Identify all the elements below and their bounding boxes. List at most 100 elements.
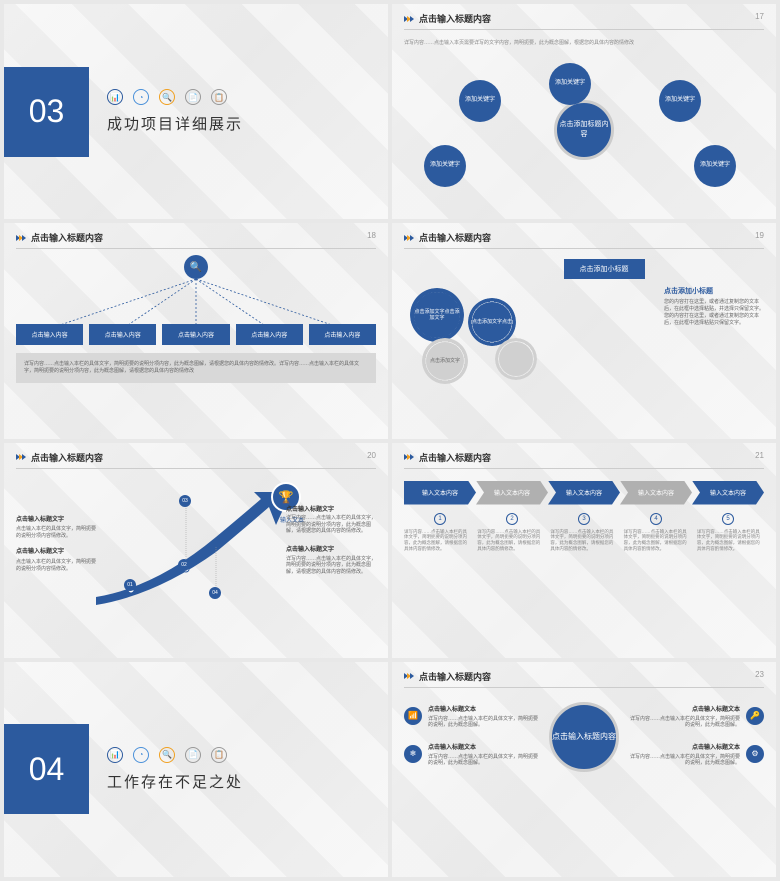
slide-21: 21 点击输入标题内容 输入文本内容输入文本内容输入文本内容输入文本内容输入文本… <box>392 443 776 658</box>
chevron-icon <box>16 235 25 241</box>
item-icon: ❄ <box>404 745 422 763</box>
chevron-icon <box>404 16 413 22</box>
item-icon: ⚙ <box>746 745 764 763</box>
page-number: 20 <box>367 451 376 460</box>
section-icons: 📊 ◔ 🔍 📄 📋 <box>107 747 370 763</box>
slide-23: 23 点击输入标题内容 📶点击输入标题文本详写内容……点击输入本栏的具体文字，简… <box>392 662 776 877</box>
note-text: 详写内容……点击输入本页需要详写的文字内容，简明扼要，此为概念图解，根据您的具体… <box>392 36 776 51</box>
mindmap-center: 点击添加标题内容 <box>554 100 614 160</box>
mindmap-node: 添加关键字 <box>694 145 736 187</box>
step-desc: 详写内容……点击输入本栏的具体文字，简明扼要的说明分项内容，此为概念图解，请根据… <box>697 529 764 552</box>
gear-diagram: 点击添加文字点击添加文字点击添加文字点击添加文字点击 <box>404 287 654 387</box>
header-text: 点击输入标题内容 <box>419 12 491 25</box>
section-icons: 📊◔🔍📄📋 <box>107 89 370 105</box>
step-number: 4 <box>650 513 662 525</box>
text-item: 点击输入标题文字详写内容……点击输入本栏的具体文字，简明扼要的说明分项内容，此为… <box>286 547 376 575</box>
slide-section-04: 04 📊 ◔ 🔍 📄 📋 工作存在不足之处 <box>4 662 388 877</box>
section-icon: 🔍 <box>159 89 175 105</box>
step-desc: 详写内容……点击输入本栏的具体文字，简明扼要的说明分项内容，此为概念图解，请根据… <box>477 529 544 552</box>
slide-header: 点击输入标题内容 <box>392 4 776 29</box>
mindmap-node: 添加关键字 <box>659 80 701 122</box>
dot-01: 01 <box>124 579 136 591</box>
slide-header: 点击输入标题内容 <box>4 223 388 248</box>
step-desc: 详写内容……点击输入本栏的具体文字，简明扼要的说明分项内容，此为概念图解，请根据… <box>550 529 617 552</box>
section-title: 工作存在不足之处 <box>107 771 370 792</box>
section-number: 04 <box>4 724 89 814</box>
radial-layout: 📶点击输入标题文本详写内容……点击输入本栏的具体文字，简明扼要的说明，此为概念图… <box>392 694 776 780</box>
gear-node: 点击添加文字点击添加文字 <box>414 292 460 338</box>
right-title: 点击添加小标题 <box>664 287 764 297</box>
page-number: 17 <box>755 12 764 21</box>
item-icon: 📶 <box>404 707 422 725</box>
text-row: 详写内容……点击输入本栏的具体文字，简明扼要的说明分项内容，此为概念图解，请根据… <box>404 529 764 552</box>
dot-04: 04 <box>209 587 221 599</box>
step-number: 5 <box>722 513 734 525</box>
section-icon: 📄 <box>185 89 201 105</box>
header-text: 点击输入标题内容 <box>419 231 491 244</box>
search-icon: 🔍 <box>184 255 208 279</box>
text-item: 点击输入标题文字详写内容……点击输入本栏的具体文字，简明扼要的说明分项内容，此为… <box>286 507 376 535</box>
slide-19: 19 点击输入标题内容 点击添加小标题 点击添加文字点击添加文字点击添加文字点击… <box>392 223 776 438</box>
header-text: 点击输入标题内容 <box>31 231 103 244</box>
gear-node: 点击添加文字 <box>426 342 464 380</box>
section-number: 03 <box>4 67 89 157</box>
gear-node: 点击添加文字点击 <box>472 302 512 342</box>
step-number: 3 <box>578 513 590 525</box>
step-desc: 详写内容……点击输入本栏的具体文字，简明扼要的说明分项内容，此为概念图解，请根据… <box>624 529 691 552</box>
right-body: 您的内容打在这里，或者通过复制您的文本后，在此框中选择粘贴，并选择只保留文字。 … <box>664 299 764 327</box>
description: 详写内容……点击输入本栏的具体文字，简明扼要的说明分项内容，此为概念图解，请根据… <box>16 353 376 383</box>
radial-item: 📶点击输入标题文本详写内容……点击输入本栏的具体文字，简明扼要的说明，此为概念图… <box>404 707 541 729</box>
arrow-diagram: 点击输入标题文字点击输入本栏的具体文字，简明扼要的说明分项内容情修改。点击输入标… <box>16 477 376 627</box>
page-number: 19 <box>755 231 764 240</box>
page-number: 21 <box>755 451 764 460</box>
section-icon: 📋 <box>211 747 227 763</box>
slide-section-03: 03 📊◔🔍📄📋 成功项目详细展示 <box>4 4 388 219</box>
gear-node <box>499 342 533 376</box>
right-column: 点击输入标题文字详写内容……点击输入本栏的具体文字，简明扼要的说明分项内容，此为… <box>286 507 376 588</box>
radial-item: ❄点击输入标题文本详写内容……点击输入本栏的具体文字，简明扼要的说明，此为概念图… <box>404 745 541 767</box>
number-row: 1 2 3 4 5 <box>404 513 764 525</box>
chevron-icon <box>404 235 413 241</box>
chevron-step: 输入文本内容 <box>548 481 620 505</box>
slide-header: 点击输入标题内容 <box>392 443 776 468</box>
section-icon: 📊 <box>107 747 123 763</box>
chevron-icon <box>16 454 25 460</box>
chevron-step: 输入文本内容 <box>692 481 764 505</box>
slide-18: 18 点击输入标题内容 🔍 点击输入内容点击输入内容点击输入内容点击输入内容点击… <box>4 223 388 438</box>
header-text: 点击输入标题内容 <box>419 451 491 464</box>
step-number: 1 <box>434 513 446 525</box>
section-icon: 📄 <box>185 747 201 763</box>
slide-header: 点击输入标题内容 <box>392 662 776 687</box>
item-icon: 🔑 <box>746 707 764 725</box>
section-icon: 📊 <box>107 89 123 105</box>
left-column: 点击输入标题文字点击输入本栏的具体文字，简明扼要的说明分项内容情修改。点击输入标… <box>16 517 96 583</box>
right-text: 点击添加小标题 您的内容打在这里，或者通过复制您的文本后，在此框中选择粘贴，并选… <box>664 287 764 387</box>
chevron-step: 输入文本内容 <box>476 481 548 505</box>
slide-20: 20 点击输入标题内容 点击输入标题文字点击输入本栏的具体文字，简明扼要的说明分… <box>4 443 388 658</box>
chevron-row: 输入文本内容输入文本内容输入文本内容输入文本内容输入文本内容 <box>404 481 764 505</box>
step-desc: 详写内容……点击输入本栏的具体文字，简明扼要的说明分项内容，此为概念图解，请根据… <box>404 529 471 552</box>
content-box: 点击输入内容 <box>16 324 83 345</box>
content-box: 点击输入内容 <box>309 324 376 345</box>
mindmap: 点击添加标题内容 添加关键字添加关键字添加关键字添加关键字添加关键字 <box>404 55 764 205</box>
radial-item: ⚙点击输入标题文本详写内容……点击输入本栏的具体文字，简明扼要的说明，此为概念图… <box>627 745 764 767</box>
dot-03: 03 <box>179 495 191 507</box>
dot-02: 02 <box>178 559 190 571</box>
section-icon: ◔ <box>133 89 149 105</box>
text-item: 点击输入标题文字点击输入本栏的具体文字，简明扼要的说明分项内容情修改。 <box>16 549 96 572</box>
mindmap-node: 添加关键字 <box>424 145 466 187</box>
section-icon: ◔ <box>133 747 149 763</box>
step-number: 2 <box>506 513 518 525</box>
section-title: 成功项目详细展示 <box>107 113 370 134</box>
page-number: 23 <box>755 670 764 679</box>
slide-header: 点击输入标题内容 <box>4 443 388 468</box>
slide-17: 17 点击输入标题内容 详写内容……点击输入本页需要详写的文字内容，简明扼要，此… <box>392 4 776 219</box>
chevron-icon <box>404 454 413 460</box>
text-item: 点击输入标题文字点击输入本栏的具体文字，简明扼要的说明分项内容情修改。 <box>16 517 96 540</box>
slide-header: 点击输入标题内容 <box>392 223 776 248</box>
mindmap-node: 添加关键字 <box>459 80 501 122</box>
mindmap-node: 添加关键字 <box>549 63 591 105</box>
section-icon: 🔍 <box>159 747 175 763</box>
right-items: 🔑点击输入标题文本详写内容……点击输入本栏的具体文字，简明扼要的说明，此为概念图… <box>627 707 764 767</box>
box-row: 点击输入内容点击输入内容点击输入内容点击输入内容点击输入内容 <box>16 324 376 345</box>
